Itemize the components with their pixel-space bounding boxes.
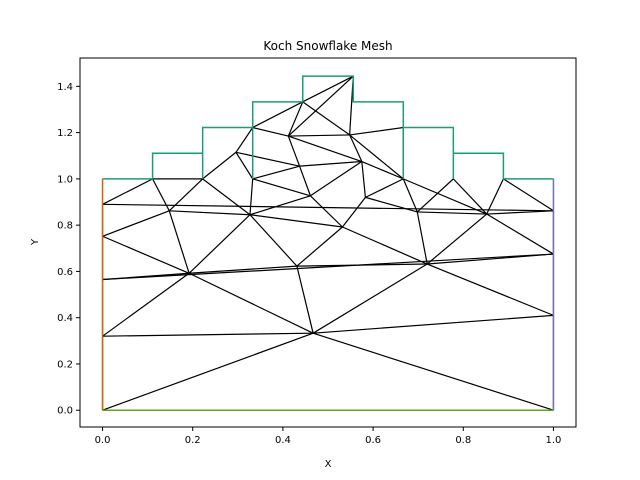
- mesh-edge: [299, 160, 362, 167]
- axes-frame: [79, 57, 577, 428]
- mesh-edge: [102, 253, 554, 281]
- y-axis-label: Y: [30, 238, 41, 246]
- mesh-edge: [313, 314, 554, 334]
- x-tick-label: 0.8: [455, 435, 471, 446]
- mesh-edge: [102, 178, 153, 205]
- mesh-edge: [102, 332, 314, 337]
- x-axis-label: X: [325, 459, 332, 470]
- y-tick-label: 0.4: [57, 313, 73, 324]
- mesh-edge: [416, 211, 428, 265]
- mesh-edge: [361, 161, 367, 198]
- mesh-edge: [249, 178, 254, 215]
- mesh-edge: [252, 101, 304, 129]
- mesh-edge: [486, 210, 554, 215]
- y-tick-label: 1.2: [57, 128, 73, 139]
- y-tick-label: 1.4: [57, 82, 73, 93]
- mesh-edge: [287, 135, 301, 167]
- y-tick-label: 0.0: [57, 406, 73, 417]
- x-tick-label: 0.4: [275, 435, 291, 446]
- mesh-edge: [361, 160, 404, 180]
- mesh-edge: [235, 151, 254, 180]
- mesh-edge: [426, 213, 488, 265]
- mesh-edge: [296, 265, 314, 334]
- x-tick-label: 0.2: [185, 435, 201, 446]
- mesh-edge: [252, 178, 311, 197]
- mesh-edge: [310, 161, 363, 197]
- mesh-edge: [287, 75, 354, 137]
- y-tick-label: 1.0: [57, 174, 73, 185]
- mesh-edge: [302, 75, 354, 103]
- mesh-edge: [288, 135, 363, 163]
- mesh-edge: [402, 178, 418, 213]
- series-top-boundary: [102, 75, 554, 180]
- mesh-edge: [503, 178, 554, 212]
- mesh-edge: [403, 178, 487, 215]
- mesh-edge: [302, 101, 350, 136]
- mesh-edge: [349, 126, 404, 136]
- chart-title: Koch Snowflake Mesh: [263, 39, 392, 53]
- mesh-edge: [102, 332, 314, 411]
- mesh-edge: [102, 203, 554, 212]
- mesh-edge: [287, 101, 304, 137]
- x-tick-label: 0.6: [365, 435, 381, 446]
- mesh-edge: [252, 126, 289, 137]
- mesh-edge: [452, 178, 488, 215]
- axis-ticks: 0.0 0.2 0.4 0.6 0.8 1.0 0.0 0.2 0.4 0.6 0.8 1.0 1.2 1…: [57, 82, 561, 446]
- mesh-edge: [252, 165, 300, 180]
- mesh-edge: [102, 210, 170, 237]
- mesh-edge: [486, 213, 554, 255]
- mesh-edge: [189, 265, 297, 274]
- mesh-edge: [102, 272, 190, 337]
- mesh-edge: [312, 263, 428, 334]
- mesh-edge: [249, 195, 311, 216]
- mesh-edge: [416, 178, 454, 213]
- mesh-edge: [309, 195, 343, 228]
- mesh-edge: [249, 214, 343, 228]
- mesh-edge: [202, 178, 251, 216]
- x-tick-label: 1.0: [546, 435, 562, 446]
- mesh-edge: [152, 178, 170, 212]
- mesh-edge: [249, 214, 298, 267]
- mesh-edge: [342, 226, 428, 265]
- mesh-edge: [168, 178, 204, 212]
- mesh-edge: [168, 210, 190, 274]
- y-tick-label: 0.8: [57, 221, 73, 232]
- mesh-edge: [235, 127, 254, 153]
- x-tick-label: 0.0: [95, 435, 111, 446]
- mesh-edge: [486, 178, 504, 215]
- mesh-edge: [299, 165, 311, 196]
- y-tick-label: 0.6: [57, 267, 73, 278]
- mesh-edge: [417, 211, 487, 215]
- mesh-edge: [349, 134, 404, 180]
- mesh-edge: [235, 151, 300, 167]
- plot-area: [101, 75, 555, 411]
- mesh-edge: [426, 263, 554, 316]
- mesh-edge: [365, 178, 404, 198]
- mesh-edge: [188, 272, 314, 334]
- mesh-edge: [188, 214, 251, 274]
- y-tick-label: 0.2: [57, 359, 73, 370]
- mesh-edge: [296, 226, 343, 267]
- mesh-edge: [312, 332, 554, 411]
- mesh-edge: [169, 210, 251, 216]
- mesh-edge: [365, 196, 418, 213]
- mesh-edge: [202, 151, 237, 180]
- mesh-edge: [341, 197, 366, 228]
- mesh-edge: [349, 134, 363, 162]
- mesh-edge: [288, 134, 350, 137]
- mesh-edge: [102, 235, 190, 274]
